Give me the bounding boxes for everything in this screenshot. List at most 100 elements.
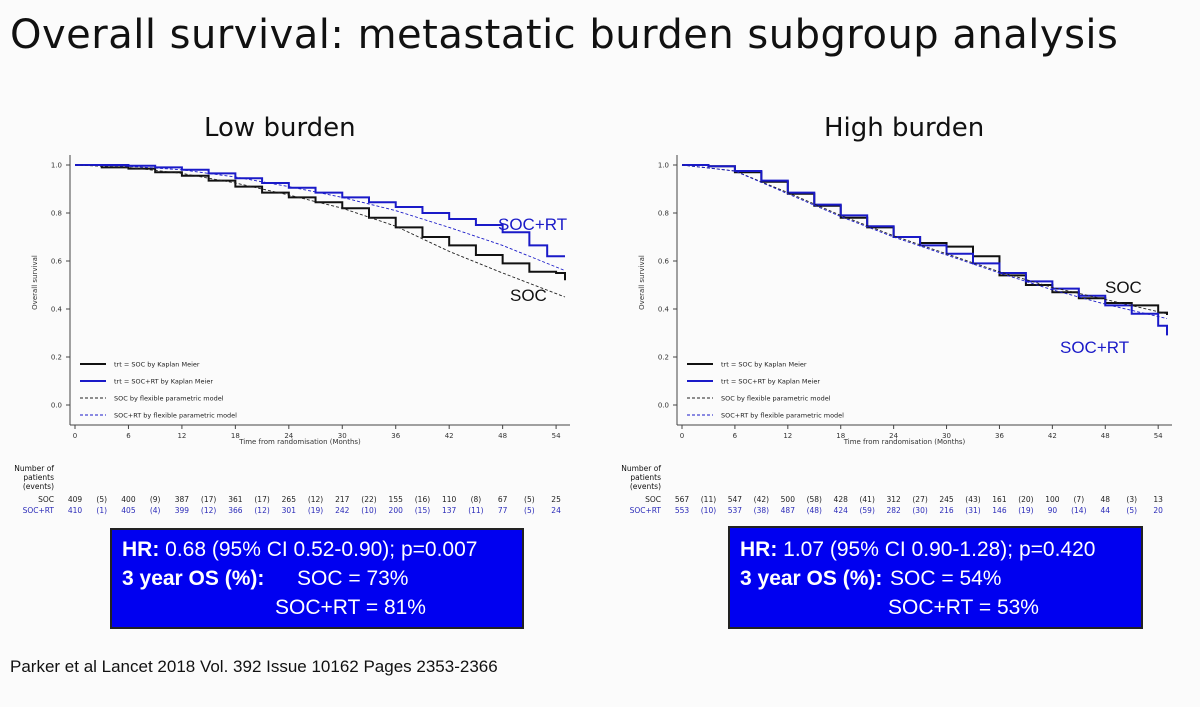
risk-count: 282 (886, 506, 901, 515)
os-soc-value: SOC = 73% (297, 567, 409, 590)
risk-events: (31) (965, 506, 981, 515)
x-tick-label: 54 (552, 432, 561, 440)
risk-events: (30) (912, 506, 928, 515)
curve-label-soc: SOC (510, 286, 547, 305)
hr-label: HR: (122, 538, 160, 561)
x-tick-label: 48 (498, 432, 507, 440)
risk-count: 200 (388, 506, 403, 515)
risk-count: 500 (780, 495, 795, 504)
risk-row-label: SOC+RT (629, 506, 661, 515)
risk-count: 13 (1153, 495, 1163, 504)
risk-events: (12) (307, 495, 324, 504)
risk-count: 110 (442, 495, 457, 504)
km-chart-low-burden: 0.0 0.2 0.4 0.6 0.8 1.0 0 6 12 18 24 30 36 42 48 54 Time… (31, 155, 570, 446)
risk-events: (48) (806, 506, 822, 515)
risk-events: (27) (912, 495, 928, 504)
risk-events: (17) (254, 495, 270, 504)
x-tick-label: 18 (836, 432, 845, 440)
risk-count: 77 (497, 506, 508, 515)
legend-item: trt = SOC by Kaplan Meier (114, 361, 200, 369)
y-tick-label: 0.4 (51, 306, 63, 314)
risk-events: (5) (524, 506, 535, 515)
risk-events: (4) (149, 506, 161, 515)
curve-label-soc-rt: SOC+RT (1060, 338, 1129, 357)
risk-events: (8) (470, 495, 482, 504)
x-tick-label: 30 (942, 432, 951, 440)
risk-count: 20 (1153, 506, 1163, 515)
risk-events: (19) (1018, 506, 1034, 515)
risk-events: (5) (96, 495, 108, 504)
risk-count: 366 (228, 506, 243, 515)
y-tick-label: 0.8 (51, 210, 62, 218)
risk-events: (42) (753, 495, 770, 504)
risk-count: 44 (1100, 506, 1111, 515)
os-label: 3 year OS (%): (740, 567, 883, 590)
y-tick-label: 0.4 (658, 306, 670, 314)
y-axis-label: Overall survival (638, 255, 646, 310)
risk-count: 399 (174, 506, 190, 515)
risk-events: (43) (965, 495, 981, 504)
risk-count: 24 (551, 506, 561, 515)
y-tick-label: 1.0 (658, 162, 669, 170)
risk-events: (38) (753, 506, 770, 515)
risk-events: (59) (859, 506, 875, 515)
risk-count: 216 (939, 506, 954, 515)
risk-events: (41) (859, 495, 875, 504)
risk-events: (1) (96, 506, 108, 515)
risk-count: 387 (174, 495, 190, 504)
risk-events: (10) (361, 506, 377, 515)
risk-count: 161 (992, 495, 1007, 504)
risk-count: 67 (497, 495, 508, 504)
risk-events: (7) (1073, 495, 1085, 504)
risk-row-label: SOC+RT (22, 506, 54, 515)
os-label: 3 year OS (%): (122, 567, 265, 590)
series-line-soc-rt-model (74, 164, 566, 272)
risk-count: 48 (1100, 495, 1111, 504)
x-tick-label: 36 (391, 432, 400, 440)
risk-events: (19) (307, 506, 324, 515)
os-soc-rt-value: SOC+RT = 53% (888, 596, 1039, 619)
x-tick-label: 42 (445, 432, 454, 440)
risk-count: 242 (335, 506, 350, 515)
series-line-soc-model (681, 164, 1168, 315)
y-tick-label: 0.0 (51, 402, 62, 410)
risk-count: 400 (121, 495, 136, 504)
y-tick-label: 0.2 (51, 354, 62, 362)
series-line-soc-rt-model (681, 164, 1168, 320)
y-axis-label: Overall survival (31, 255, 39, 310)
risk-events: (9) (149, 495, 161, 504)
y-tick-label: 0.2 (658, 354, 669, 362)
x-axis-label: Time from randomisation (Months) (238, 438, 361, 446)
risk-events: (10) (700, 506, 717, 515)
risk-count: 567 (674, 495, 690, 504)
risk-count: 428 (833, 495, 848, 504)
risk-events: (5) (524, 495, 535, 504)
curve-label-soc-rt: SOC+RT (498, 215, 567, 234)
risk-table-header: Number of patients (events) (14, 464, 54, 491)
series-line-soc-rt-km (75, 164, 565, 258)
risk-row-soc: SOC 409 (5) 400 (9) 387 (17) 361 (17) 265 (12) 217 (… (0, 495, 600, 505)
legend-item: SOC by flexible parametric model (721, 395, 831, 403)
x-tick-label: 0 (680, 432, 684, 440)
curve-label-soc: SOC (1105, 278, 1142, 297)
risk-count: 487 (780, 506, 795, 515)
hr-value: 0.68 (95% CI 0.52-0.90); p=0.007 (159, 538, 478, 561)
x-tick-label: 48 (1101, 432, 1110, 440)
risk-count: 547 (727, 495, 743, 504)
risk-events: (11) (700, 495, 717, 504)
risk-count: 245 (939, 495, 954, 504)
risk-events: (3) (1126, 495, 1138, 504)
y-tick-label: 0.6 (658, 258, 670, 266)
series-line-soc-model (74, 164, 566, 298)
hr-value: 1.07 (95% CI 0.90-1.28); p=0.420 (777, 538, 1096, 561)
km-chart-high-burden: 0.0 0.2 0.4 0.6 0.8 1.0 0 6 12 18 24 30 36 42 48 54 Time… (638, 155, 1172, 446)
os-soc-rt-value: SOC+RT = 81% (275, 596, 426, 619)
risk-table-header: Number of patients (events) (621, 464, 661, 491)
risk-row-label: SOC (645, 495, 661, 504)
risk-row-label: SOC (38, 495, 54, 504)
series-line-soc-km (75, 164, 566, 281)
x-tick-label: 42 (1048, 432, 1057, 440)
y-tick-label: 0.8 (658, 210, 669, 218)
risk-row-soc-rt: SOC+RT 410 (1) 405 (4) 399 (12) 366 (12) 301 (19) 2… (0, 506, 600, 516)
risk-count: 312 (886, 495, 901, 504)
